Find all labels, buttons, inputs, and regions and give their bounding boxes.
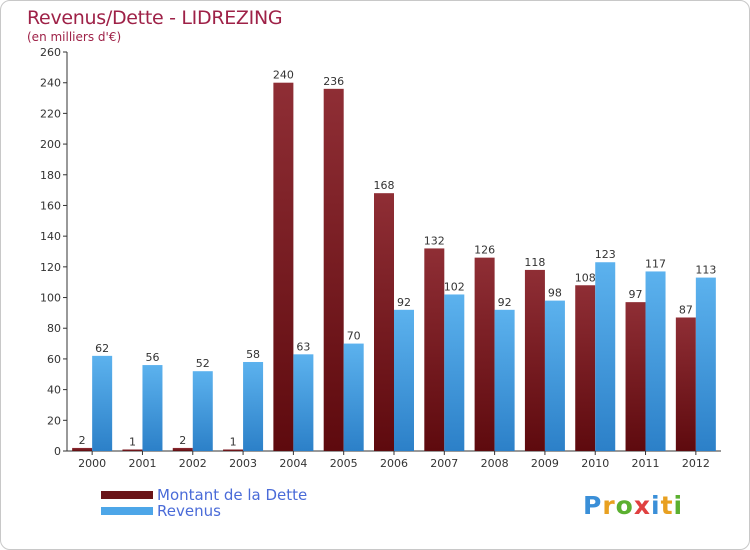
bar-debt-2010 <box>575 285 596 451</box>
data-label-revenue-2007: 102 <box>444 280 465 293</box>
bar-revenue-2006 <box>394 309 414 451</box>
data-label-revenue-2005: 70 <box>347 330 361 343</box>
bar-debt-2006 <box>374 193 394 451</box>
bar-revenue-2000 <box>92 355 113 451</box>
data-label-revenue-2006: 92 <box>397 296 411 309</box>
y-tick-label: 80 <box>47 322 61 335</box>
data-label-revenue-2004: 63 <box>296 340 310 353</box>
bar-debt-2005 <box>323 88 344 451</box>
x-tick-label: 2003 <box>229 457 257 470</box>
data-label-revenue-2008: 92 <box>498 296 512 309</box>
data-label-debt-2009: 118 <box>524 256 545 269</box>
chart-unit-subtitle: (en milliers d'€) <box>27 30 122 44</box>
bar-revenue-2010 <box>595 262 616 451</box>
y-tick-label: 20 <box>47 414 61 427</box>
data-label-debt-2008: 126 <box>474 244 495 257</box>
y-tick-label: 260 <box>40 46 61 59</box>
bar-revenue-2009 <box>544 300 565 451</box>
data-label-revenue-2000: 62 <box>95 342 109 355</box>
data-label-debt-2005: 236 <box>323 75 344 88</box>
y-tick-label: 140 <box>40 230 61 243</box>
data-label-revenue-2011: 117 <box>645 257 666 270</box>
chart-title: Revenus/Dette - LIDREZING <box>27 7 283 29</box>
data-label-debt-2010: 108 <box>575 271 596 284</box>
y-tick-label: 60 <box>47 353 61 366</box>
bar-debt-2002 <box>172 447 193 451</box>
data-label-revenue-2002: 52 <box>196 357 210 370</box>
data-label-debt-2006: 168 <box>374 179 395 192</box>
x-tick-label: 2010 <box>581 457 609 470</box>
legend-swatch-debt <box>101 491 153 499</box>
x-tick-label: 2007 <box>430 457 458 470</box>
bar-debt-2007 <box>424 248 445 451</box>
y-tick-label: 240 <box>40 77 61 90</box>
y-tick-label: 160 <box>40 199 61 212</box>
y-tick-label: 40 <box>47 384 61 397</box>
data-label-debt-2000: 2 <box>79 434 86 447</box>
x-tick-label: 2002 <box>179 457 207 470</box>
bar-debt-2000 <box>72 447 93 451</box>
data-label-debt-2012: 87 <box>679 303 693 316</box>
x-tick-label: 2001 <box>128 457 156 470</box>
bar-debt-2008 <box>474 257 495 451</box>
x-tick-label: 2004 <box>279 457 307 470</box>
x-tick-label: 2006 <box>380 457 408 470</box>
x-tick-label: 2000 <box>78 457 106 470</box>
data-label-revenue-2010: 123 <box>595 248 616 261</box>
data-label-revenue-2012: 113 <box>695 264 716 277</box>
data-label-debt-2007: 132 <box>424 234 445 247</box>
data-label-debt-2011: 97 <box>629 288 643 301</box>
bar-debt-2011 <box>625 302 646 451</box>
legend-swatch-revenue <box>101 507 153 515</box>
y-tick-label: 220 <box>40 107 61 120</box>
bar-debt-2012 <box>675 317 696 451</box>
bar-revenue-2004 <box>293 354 314 451</box>
bar-debt-2003 <box>223 449 244 451</box>
x-tick-label: 2012 <box>682 457 710 470</box>
y-axis: 0 20 40 60 80 100 120 140 160 180 200 220 240 260 <box>40 46 68 458</box>
bar-revenue-2003 <box>243 361 264 451</box>
x-tick-label: 2005 <box>330 457 358 470</box>
data-label-revenue-2001: 56 <box>145 351 159 364</box>
bar-revenue-2001 <box>142 365 163 451</box>
x-tick-label: 2011 <box>632 457 660 470</box>
x-axis: 2000 2001 2002 2003 2004 2005 2006 2007 2008 2009… <box>67 450 721 470</box>
bar-revenue-2002 <box>192 371 213 451</box>
x-tick-label: 2009 <box>531 457 559 470</box>
data-label-revenue-2003: 58 <box>246 348 260 361</box>
data-label-debt-2003: 1 <box>230 435 237 448</box>
bar-debt-2001 <box>122 449 143 451</box>
bars-group <box>72 82 716 451</box>
bar-debt-2004 <box>273 82 294 451</box>
x-tick-label: 2008 <box>481 457 509 470</box>
bar-revenue-2005 <box>343 343 364 451</box>
bar-revenue-2011 <box>645 271 666 451</box>
y-tick-label: 100 <box>40 292 61 305</box>
y-tick-label: 180 <box>40 169 61 182</box>
data-label-revenue-2009: 98 <box>548 287 562 300</box>
data-label-debt-2001: 1 <box>129 435 136 448</box>
legend-label-revenue: Revenus <box>157 502 221 520</box>
bar-revenue-2012 <box>695 277 716 451</box>
bar-revenue-2007 <box>444 294 465 451</box>
legend-label-debt: Montant de la Dette <box>157 486 308 504</box>
y-tick-label: 200 <box>40 138 61 151</box>
data-labels-group: 2 62 1 56 2 52 1 58 240 63 236 70 168 92 132 102 126 92 11… <box>79 69 717 449</box>
proxiti-logo: Proxiti <box>583 491 684 520</box>
y-tick-label: 120 <box>40 261 61 274</box>
bar-revenue-2008 <box>494 309 515 451</box>
bar-debt-2009 <box>524 269 545 451</box>
data-label-debt-2002: 2 <box>179 434 186 447</box>
y-tick-label: 0 <box>54 445 61 458</box>
data-label-debt-2004: 240 <box>273 69 294 82</box>
